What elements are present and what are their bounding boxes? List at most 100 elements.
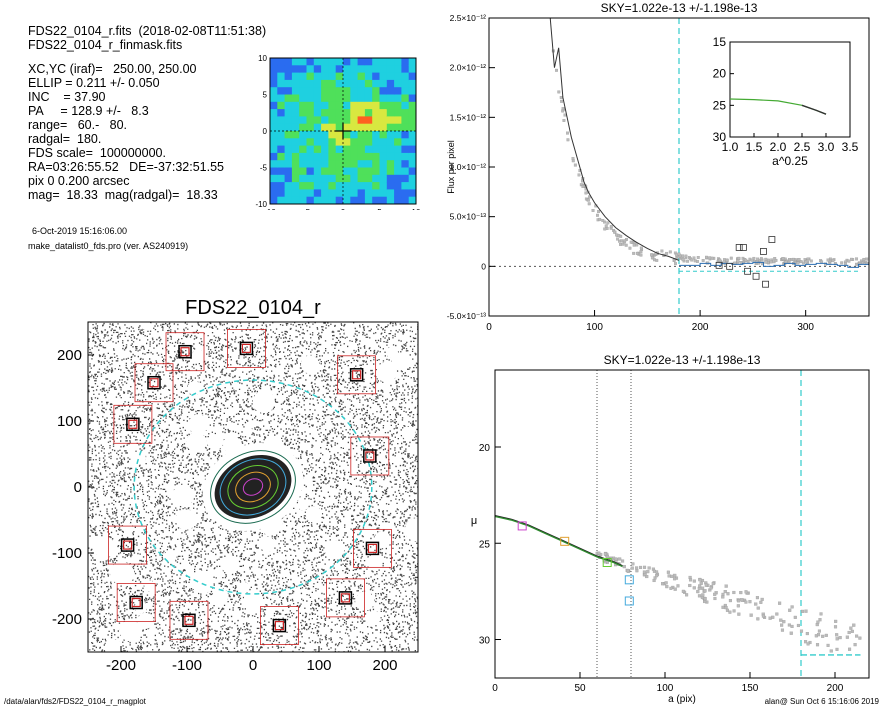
flux-ytick-label: 2.0×10⁻¹² xyxy=(450,63,487,73)
mask-file-name: FDS22_0104_r_finmask.fits xyxy=(28,38,183,52)
mu-point xyxy=(721,595,725,599)
masked-blob xyxy=(124,523,133,532)
heatmap-cell xyxy=(306,196,315,205)
heatmap-cell xyxy=(350,116,359,125)
mu-point xyxy=(779,618,783,622)
mu-point xyxy=(849,626,853,630)
galaxy-ytick-label: 200 xyxy=(57,347,82,364)
mu-point xyxy=(804,640,808,644)
masked-blob xyxy=(137,612,154,629)
galaxy-image xyxy=(88,322,418,652)
mu-point xyxy=(698,584,702,588)
heatmap-cell xyxy=(277,58,286,66)
flux-point xyxy=(674,262,677,266)
mu-point xyxy=(749,613,753,617)
masked-star-inner xyxy=(367,543,378,553)
heatmap-cell xyxy=(379,160,388,168)
masked-blob xyxy=(243,426,253,436)
heatmap-cell xyxy=(328,152,337,161)
heatmap-cell xyxy=(372,182,380,190)
mu-point xyxy=(638,565,643,570)
flux-point xyxy=(729,256,733,260)
heatmap-cell xyxy=(364,152,373,161)
heatmap-cell xyxy=(372,152,380,161)
heatmap-cell xyxy=(306,109,315,117)
masked-star-box xyxy=(129,595,143,610)
flux-box-marker xyxy=(768,236,776,243)
flux-point xyxy=(601,219,605,222)
heatmap-cell xyxy=(321,174,329,183)
heatmap-ytick-label: 0 xyxy=(263,127,268,136)
heatmap-cell xyxy=(401,87,410,95)
masked-blob xyxy=(104,639,122,652)
mask-region-box xyxy=(108,525,147,565)
heatmap-cell xyxy=(357,79,366,88)
masked-star-box xyxy=(147,375,161,390)
heatmap-cell xyxy=(364,196,373,205)
heatmap-cell xyxy=(313,116,322,125)
parameter-line: XC,YC (iraf)= 250.00, 250.00 xyxy=(28,62,197,76)
heatmap-cell xyxy=(284,167,293,176)
heatmap-cell xyxy=(328,101,337,110)
heatmap-cell xyxy=(386,174,395,183)
heatmap-cell xyxy=(321,87,329,95)
heatmap-cell xyxy=(321,72,329,81)
mu-point xyxy=(855,634,859,638)
heatmap-cell xyxy=(284,87,293,95)
inset-xtick-label: 1.5 xyxy=(746,140,763,154)
heatmap-cell xyxy=(284,160,293,168)
mu-point xyxy=(790,624,794,629)
heatmap-cell xyxy=(401,131,410,139)
heatmap-cell xyxy=(284,174,293,183)
masked-blob xyxy=(188,414,209,435)
heatmap-cell xyxy=(394,189,402,198)
flux-point xyxy=(722,258,726,262)
mu-point xyxy=(622,565,626,569)
heatmap-cell xyxy=(357,189,366,198)
heatmap-cell xyxy=(270,138,278,147)
inset-xtick-label: 2.0 xyxy=(770,140,787,154)
mu-point xyxy=(728,610,732,614)
heatmap-xtick-label: -5 xyxy=(303,208,311,210)
heatmap-cell xyxy=(313,131,322,139)
galaxy-xtick-label: 0 xyxy=(249,657,257,674)
heatmap-cell xyxy=(394,174,402,183)
heatmap-cell xyxy=(372,58,380,66)
heatmap-cell xyxy=(284,138,293,147)
heatmap-cell xyxy=(372,160,380,168)
mask-region-box xyxy=(134,363,174,403)
flux-point xyxy=(767,258,770,262)
flux-point xyxy=(865,257,869,261)
masked-star-inner xyxy=(184,615,194,625)
heatmap-cell xyxy=(401,65,410,74)
heatmap-cell xyxy=(343,94,351,103)
heatmap-cell xyxy=(357,87,366,95)
flux-point xyxy=(639,246,643,250)
heatmap-cell xyxy=(306,116,315,125)
heatmap-cell xyxy=(408,152,417,161)
parameter-line: ELLIP = 0.211 +/- 0.050 xyxy=(28,76,160,90)
mu-frame xyxy=(494,369,870,679)
heatmap-cell xyxy=(313,94,322,103)
flux-ytick-label: 1.0×10⁻¹² xyxy=(450,162,487,172)
heatmap-cell xyxy=(401,167,410,176)
heatmap-cell xyxy=(321,196,329,205)
masked-blob xyxy=(243,590,264,611)
heatmap-cell xyxy=(394,109,402,117)
mu-point xyxy=(737,599,741,603)
heatmap-cell xyxy=(408,182,417,190)
heatmap-cell xyxy=(284,65,293,74)
heatmap-cell xyxy=(313,160,322,168)
flux-point xyxy=(773,257,777,260)
heatmap-cell xyxy=(386,145,395,154)
heatmap-cell xyxy=(270,72,278,81)
heatmap-cell xyxy=(299,152,307,161)
masked-star-box xyxy=(365,541,380,556)
heatmap-cell xyxy=(270,109,278,117)
heatmap-cell xyxy=(313,123,322,132)
heatmap-cell xyxy=(372,87,380,95)
flux-point xyxy=(577,173,581,177)
mu-point xyxy=(676,584,680,588)
isophote-box xyxy=(624,575,634,585)
mu-point xyxy=(796,623,800,628)
